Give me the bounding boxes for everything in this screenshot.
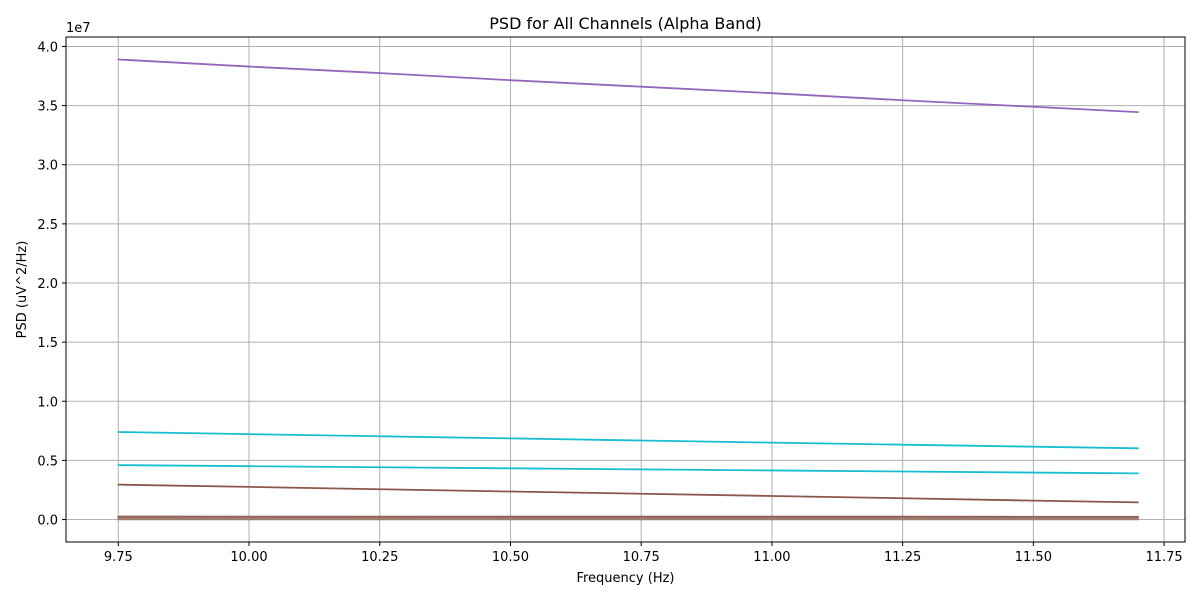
x-tick-label: 11.50 bbox=[1015, 550, 1052, 565]
y-axis-ticks: 0.0 0.5 1.0 1.5 2.0 2.5 3.0 3.5 4.0 bbox=[37, 40, 66, 529]
x-tick-label: 10.25 bbox=[361, 550, 398, 565]
x-axis-title: Frequency (Hz) bbox=[576, 571, 674, 586]
y-tick-label: 1.0 bbox=[37, 395, 58, 410]
x-tick-label: 11.75 bbox=[1145, 550, 1182, 565]
y-tick-label: 2.5 bbox=[37, 218, 58, 233]
x-tick-label: 10.75 bbox=[623, 550, 660, 565]
grid-layer bbox=[66, 37, 1185, 542]
x-tick-label: 10.50 bbox=[492, 550, 529, 565]
y-tick-label: 3.5 bbox=[37, 100, 58, 115]
series-line-3 bbox=[117, 464, 1139, 475]
x-tick-label: 11.25 bbox=[884, 550, 921, 565]
y-tick-label: 2.0 bbox=[37, 277, 58, 292]
plot-frame bbox=[65, 36, 1186, 543]
y-tick-label: 1.5 bbox=[37, 336, 58, 351]
x-tick-label: 11.00 bbox=[753, 550, 790, 565]
chart-title: PSD for All Channels (Alpha Band) bbox=[489, 14, 761, 33]
x-tick-label: 9.75 bbox=[104, 550, 133, 565]
y-axis-offset-label: 1e7 bbox=[66, 21, 91, 36]
series-line-2 bbox=[117, 431, 1139, 450]
series-layer bbox=[117, 58, 1139, 521]
y-tick-label: 0.0 bbox=[37, 514, 58, 529]
y-tick-label: 3.0 bbox=[37, 159, 58, 174]
x-axis-ticks: 9.75 10.00 10.25 10.50 10.75 11.00 11.25 11.50 1… bbox=[104, 542, 1183, 565]
y-tick-label: 0.5 bbox=[37, 454, 58, 469]
x-tick-label: 10.00 bbox=[230, 550, 267, 565]
y-axis-title: PSD (uV^2/Hz) bbox=[15, 241, 30, 339]
series-line-4 bbox=[117, 483, 1139, 504]
y-tick-label: 4.0 bbox=[37, 40, 58, 55]
series-line-1 bbox=[117, 58, 1139, 113]
